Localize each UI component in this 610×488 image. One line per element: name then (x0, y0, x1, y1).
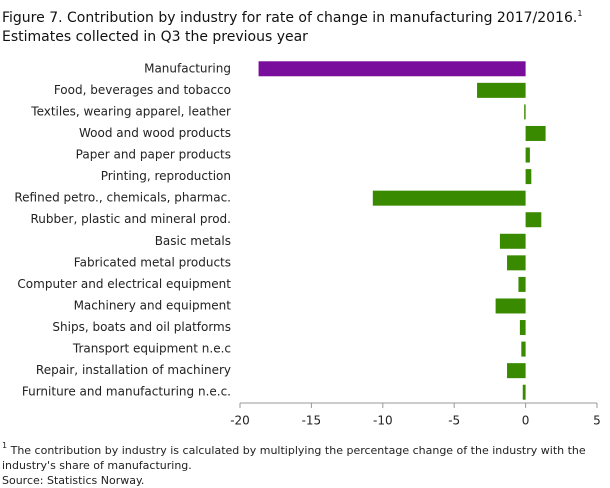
bar (525, 169, 532, 185)
y-tick-label: Transport equipment n.e.c (72, 342, 231, 356)
chart-subtitle: Estimates collected in Q3 the previous y… (2, 29, 308, 45)
y-tick-label: Food, beverages and tobacco (54, 83, 231, 97)
bar (495, 298, 526, 314)
y-tick-label: Refined petro., chemicals, pharmac. (14, 191, 231, 205)
bar (258, 61, 526, 77)
x-tick-label: 0 (522, 414, 530, 428)
bar (507, 255, 526, 271)
footnote-marker: 1 (2, 441, 8, 450)
y-tick-label: Paper and paper products (76, 148, 231, 162)
bar (499, 233, 526, 249)
x-tick-label: -15 (302, 414, 322, 428)
bar (477, 82, 526, 98)
x-tick-label: -5 (448, 414, 460, 428)
footnote: The contribution by industry is calculat… (2, 444, 586, 472)
bar (524, 104, 526, 120)
x-tick-label: -20 (230, 414, 250, 428)
bar (521, 341, 526, 357)
y-tick-label: Textiles, wearing apparel, leather (30, 104, 231, 118)
x-tick-label: 5 (593, 414, 601, 428)
bar (372, 190, 526, 206)
title-block: Figure 7. Contribution by industry for r… (2, 4, 582, 47)
bar (507, 363, 526, 379)
bar (518, 276, 526, 292)
y-tick-label: Wood and wood products (79, 126, 231, 140)
y-tick-label: Computer and electrical equipment (17, 277, 231, 291)
bar (525, 125, 546, 141)
bar (525, 212, 542, 228)
bar (525, 147, 530, 163)
y-tick-label: Furniture and manufacturing n.e.c. (22, 385, 231, 399)
bar (522, 384, 526, 400)
y-tick-label: Repair, installation of machinery (36, 363, 231, 377)
bar (519, 320, 526, 336)
x-tick-label: -10 (373, 414, 393, 428)
y-tick-label: Ships, boats and oil platforms (52, 320, 231, 334)
y-tick-label: Basic metals (155, 234, 231, 248)
y-tick-label: Fabricated metal products (74, 255, 231, 269)
y-tick-label: Machinery and equipment (74, 298, 232, 312)
title-note-marker: 1 (577, 9, 583, 18)
source: Source: Statistics Norway. (2, 474, 145, 487)
y-tick-label: Printing, reproduction (101, 169, 231, 183)
footnote-block: 1 The contribution by industry is calcul… (2, 438, 602, 488)
y-tick-label: Rubber, plastic and mineral prod. (31, 212, 232, 226)
y-tick-label: Manufacturing (144, 61, 231, 75)
chart-title: Figure 7. Contribution by industry for r… (2, 10, 578, 26)
